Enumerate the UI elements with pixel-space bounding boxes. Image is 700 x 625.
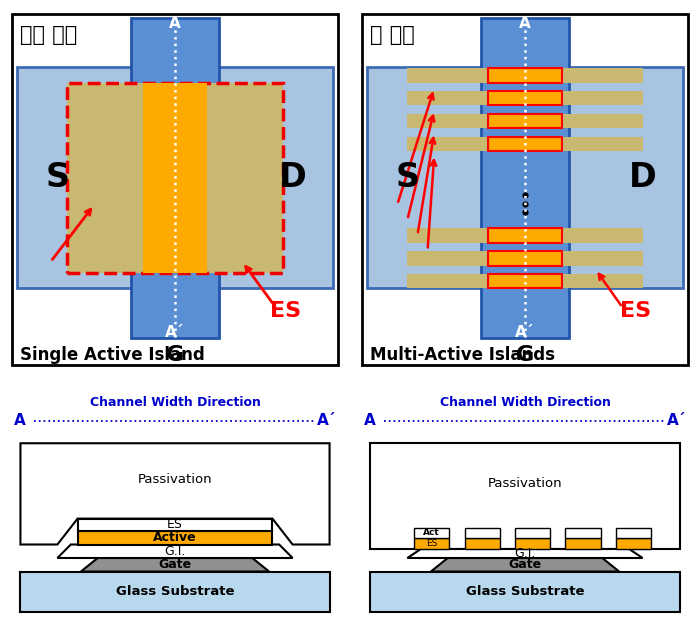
Text: G: G [516, 345, 534, 365]
Bar [367, 68, 495, 288]
Text: Multi-Active Islands: Multi-Active Islands [370, 346, 555, 364]
Bar [78, 519, 272, 531]
Bar [515, 538, 550, 549]
Bar [566, 538, 601, 549]
Bar [465, 538, 500, 549]
Bar [67, 82, 283, 273]
Polygon shape [407, 549, 643, 558]
Text: Passivation: Passivation [488, 478, 562, 490]
Bar [407, 114, 643, 128]
Bar [488, 228, 562, 242]
Polygon shape [431, 558, 619, 571]
Bar [17, 68, 145, 288]
Text: A´: A´ [165, 325, 185, 340]
Bar [407, 251, 643, 266]
Bar [488, 91, 562, 106]
Polygon shape [370, 443, 680, 549]
Text: A: A [169, 16, 181, 31]
Text: G: G [166, 345, 184, 365]
Bar [78, 531, 272, 544]
Text: ES: ES [426, 539, 438, 548]
Text: ES: ES [167, 518, 183, 531]
Bar [488, 114, 562, 128]
Text: S: S [395, 161, 419, 194]
Polygon shape [20, 443, 330, 544]
Bar [407, 228, 643, 242]
Bar [488, 91, 562, 106]
Bar [555, 68, 683, 288]
Text: Glass Substrate: Glass Substrate [466, 585, 584, 598]
Bar [482, 18, 568, 338]
Text: A: A [364, 413, 375, 428]
Text: Active: Active [153, 531, 197, 544]
Text: Glass Substrate: Glass Substrate [116, 585, 234, 598]
Bar [465, 528, 500, 538]
Bar [488, 274, 562, 288]
Polygon shape [57, 544, 293, 558]
Text: Gate: Gate [158, 558, 192, 571]
Text: A´: A´ [667, 413, 686, 428]
Bar [414, 538, 449, 549]
Text: G.I.: G.I. [164, 545, 186, 558]
Bar [515, 528, 550, 538]
Bar [67, 82, 283, 273]
Text: D: D [279, 161, 307, 194]
Text: A: A [519, 16, 531, 31]
Bar [407, 274, 643, 288]
Text: D: D [629, 161, 657, 194]
Text: ES: ES [620, 301, 652, 321]
Text: ES: ES [270, 301, 302, 321]
Text: G.I.: G.I. [514, 547, 536, 560]
Bar [407, 68, 643, 82]
Text: Channel Width Direction: Channel Width Direction [440, 396, 610, 409]
Bar [488, 228, 562, 242]
Bar [488, 137, 562, 151]
Bar [616, 538, 651, 549]
Bar [407, 137, 643, 151]
Bar [488, 68, 562, 82]
Bar [488, 274, 562, 288]
Text: A´: A´ [515, 325, 535, 340]
Bar [370, 571, 680, 612]
Text: S: S [46, 161, 69, 194]
Bar [143, 82, 207, 273]
Bar [132, 18, 218, 338]
Text: 신 구조: 신 구조 [370, 25, 415, 46]
Bar [616, 528, 651, 538]
Text: Act: Act [424, 528, 440, 537]
Text: A: A [14, 413, 25, 428]
Text: Channel Width Direction: Channel Width Direction [90, 396, 260, 409]
Text: Gate: Gate [508, 558, 542, 571]
Bar [205, 68, 333, 288]
Bar [488, 68, 562, 82]
Text: Passivation: Passivation [138, 472, 212, 486]
Bar [20, 571, 330, 612]
Bar [488, 251, 562, 266]
Polygon shape [81, 558, 269, 571]
Bar [566, 528, 601, 538]
Bar [488, 137, 562, 151]
Text: 기존 구조: 기존 구조 [20, 25, 78, 46]
Bar [488, 114, 562, 128]
Text: Single Active Island: Single Active Island [20, 346, 205, 364]
Bar [407, 91, 643, 106]
Bar [488, 251, 562, 266]
Text: A´: A´ [317, 413, 336, 428]
Bar [414, 528, 449, 538]
